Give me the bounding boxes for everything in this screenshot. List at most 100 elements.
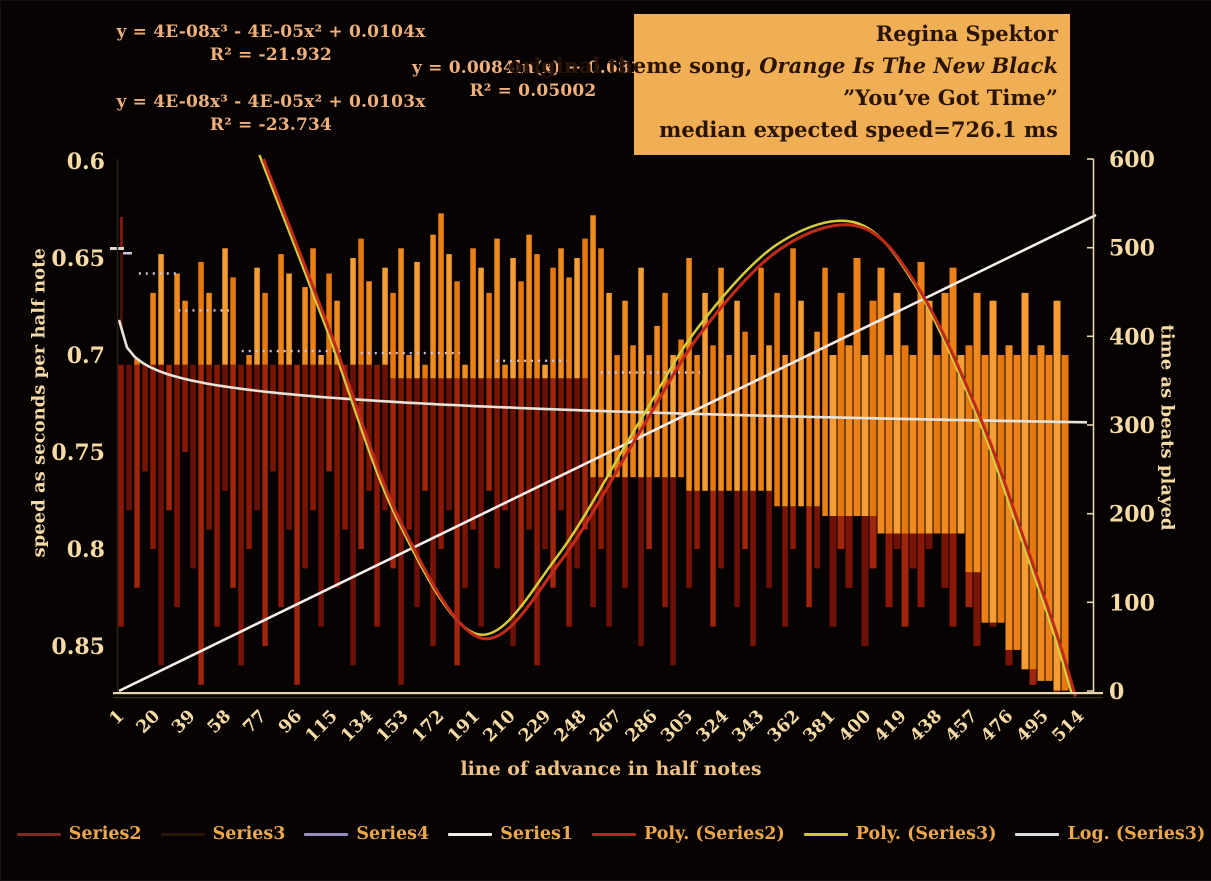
bar-red-series2 [925, 533, 933, 549]
bar-red-series2 [166, 364, 172, 511]
bar-red-series2 [350, 364, 356, 666]
x-axis-tick-label: 362 [764, 706, 804, 746]
bar-orange-series3 [678, 339, 684, 478]
bar-orange-series3 [510, 258, 516, 379]
bar-red-series2 [790, 506, 796, 549]
bar-red-series2 [134, 364, 140, 588]
series1-line [118, 213, 1097, 693]
bar-orange-series3 [502, 364, 508, 379]
bar-orange-series3 [222, 248, 228, 365]
bar-orange-series3 [949, 267, 957, 534]
bar-red-series2 [430, 378, 436, 646]
poly-series3-curve [258, 154, 1073, 693]
bar-orange-series3 [1029, 355, 1037, 670]
legend-label: Poly. (Series2) [644, 824, 785, 844]
x-axis-tick-label: 39 [168, 706, 199, 737]
bar-red-series2 [869, 516, 877, 569]
bar-red-series2 [214, 364, 220, 627]
title-song-name: ”You’ve Got Time” [843, 85, 1058, 110]
bar-orange-series3 [430, 234, 436, 379]
bar-red-series2 [142, 364, 148, 472]
bar-red-series2 [406, 378, 412, 530]
legend-label: Series4 [356, 824, 430, 844]
bar-orange-series3 [310, 248, 316, 365]
bar-red-sliver [120, 217, 123, 247]
bar-red-series2 [574, 378, 580, 569]
y-axis-left-tick-label: 0.7 [67, 343, 105, 369]
bar-orange-series3 [686, 258, 692, 491]
x-axis-tick-label: 134 [337, 706, 377, 746]
poly-series2-line-swatch [592, 832, 637, 836]
x-axis-line [113, 692, 1103, 695]
x-axis-tick-label: 343 [729, 706, 769, 746]
legend-item-series1: Series1 [448, 824, 573, 844]
bar-orange-series3 [414, 261, 420, 379]
bar-orange-series3 [446, 254, 452, 379]
bar-red-series2 [230, 364, 236, 588]
equation-log-series3-formula: y = 0.0084ln(x) + 0.6819 [411, 58, 654, 78]
equation-log-series3: y = 0.0084ln(x) + 0.6819 R² = 0.05002 [398, 57, 668, 103]
bar-orange-series3 [973, 292, 981, 573]
bar-red-series2 [686, 490, 692, 588]
equation-poly-series2-formula: y = 4E-08x³ - 4E-05x² + 0.0104x [116, 22, 426, 42]
legend-item-poly-series2: Poly. (Series2) [592, 824, 785, 844]
x-axis-tick-label: 324 [693, 706, 733, 746]
x-axis-tick-label: 153 [373, 706, 413, 746]
bar-orange-series3 [750, 355, 756, 491]
bar-red-series2 [390, 378, 396, 569]
bar-orange-series3 [877, 267, 885, 534]
bar-orange-series3 [718, 267, 724, 491]
x-axis-tick-label: 495 [1013, 706, 1053, 746]
bar-orange-series3 [550, 267, 556, 379]
bar-orange-series3 [622, 300, 628, 478]
bar-red-series2 [566, 378, 572, 627]
y-axis-right-tick-label: 100 [1109, 590, 1155, 616]
equation-poly-series2: y = 4E-08x³ - 4E-05x² + 0.0104x R² = -21… [111, 21, 431, 67]
title-song-source-prefix: original theme song, [508, 53, 753, 78]
bar-red-series2 [446, 378, 452, 511]
bar-orange-series3 [694, 355, 700, 491]
bar-orange-series3 [790, 248, 796, 507]
x-axis-line-shadow [113, 697, 1103, 699]
bar-orange-series3 [869, 300, 877, 516]
bar-red-series2 [334, 364, 340, 588]
bar-red-series2 [534, 378, 540, 666]
y-axis-left-tick-label: 0.8 [67, 537, 105, 563]
bar-red-series2 [550, 378, 556, 588]
bar-red-series2 [302, 364, 308, 569]
bar-orange-series3 [1037, 345, 1045, 681]
bar-red-series2 [766, 490, 772, 588]
title-show-name: Orange Is The New Black [759, 53, 1058, 78]
bar-red-series2 [494, 378, 500, 569]
x-axis-tick-label: 210 [480, 706, 520, 746]
poly-series2-curve [261, 158, 1077, 697]
bar-orange-series3 [702, 292, 708, 491]
bar-red-series2 [182, 364, 188, 452]
bar-red-series2 [326, 364, 332, 472]
x-axis-tick-label: 172 [409, 706, 449, 746]
series4-dash-mark [123, 252, 132, 255]
bar-red-sliver [120, 253, 123, 331]
bar-red-series2 [342, 364, 348, 530]
bar-red-series2 [486, 378, 492, 491]
bar-red-series2 [909, 533, 917, 569]
bar-orange-series3 [326, 273, 332, 365]
legend-item-poly-series3: Poly. (Series3) [803, 824, 996, 844]
y-axis-right-tick-label: 400 [1109, 324, 1155, 350]
bar-orange-series3 [558, 248, 564, 379]
bar-orange-series3 [454, 281, 460, 379]
chart-legend: Series2 Series3 Series4 Series1 Poly. (S… [16, 819, 1205, 849]
equation-poly-series3-formula: y = 4E-08x³ - 4E-05x² + 0.0103x [116, 92, 426, 112]
bar-orange-series3 [853, 258, 861, 516]
x-axis-tick-label: 419 [871, 706, 911, 746]
bar-orange-series3 [957, 355, 965, 534]
bar-red-series2 [462, 378, 468, 588]
bar-red-series2 [190, 364, 196, 569]
bar-orange-series3 [422, 364, 428, 379]
bar-orange-series3 [837, 292, 845, 516]
log-series3-line-swatch [1015, 832, 1060, 836]
bar-red-series2 [806, 506, 812, 608]
log-series3-curve [117, 319, 1088, 424]
